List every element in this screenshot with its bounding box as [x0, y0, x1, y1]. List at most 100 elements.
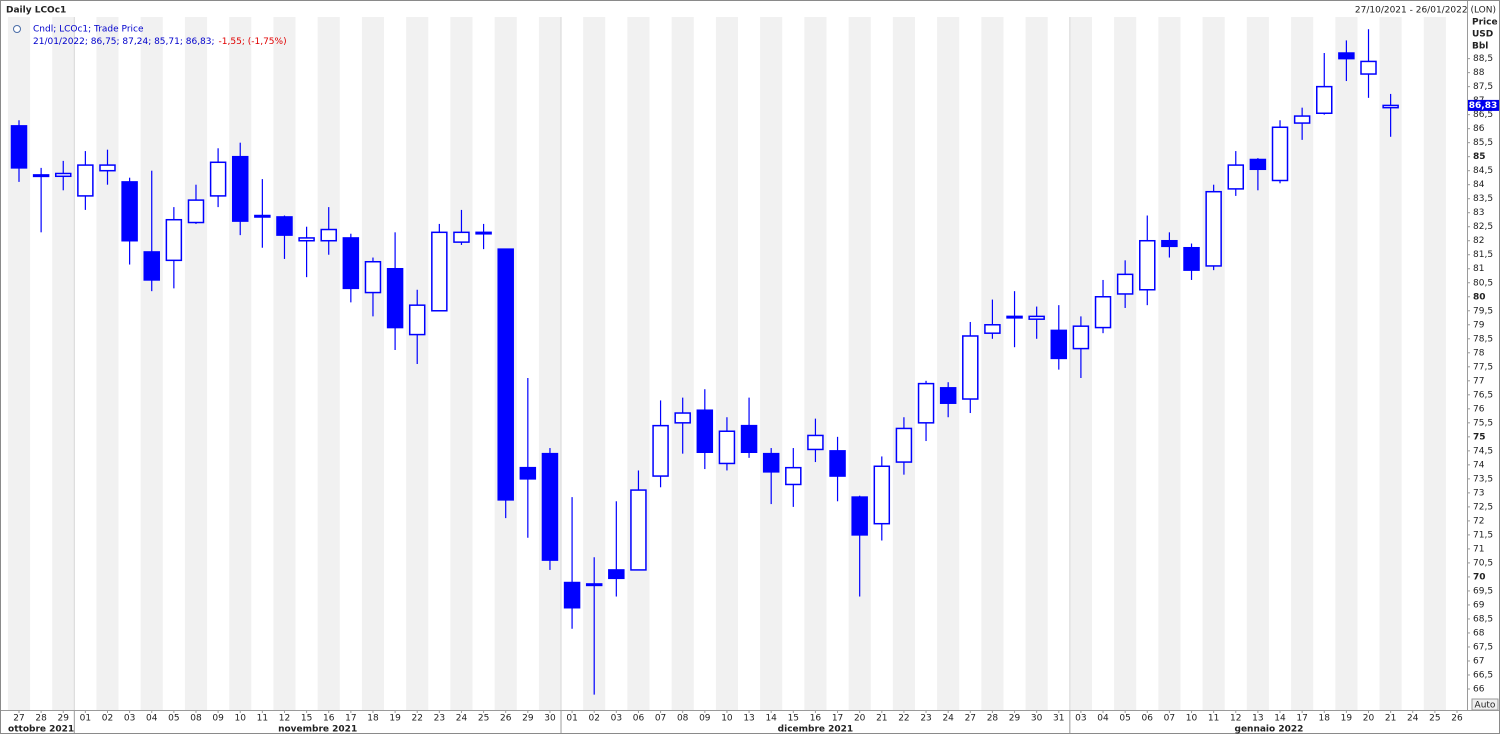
- y-tick-label: 83: [1473, 208, 1484, 218]
- candle-body: [585, 583, 603, 587]
- x-tick-label: 26: [500, 714, 512, 724]
- x-tick-label: 20: [1363, 714, 1375, 724]
- candle-body: [475, 231, 492, 235]
- candle-body: [829, 450, 846, 477]
- y-tick-label: 67: [1473, 656, 1484, 666]
- x-tick-label: 03: [611, 714, 622, 724]
- auto-button[interactable]: [1471, 698, 1499, 711]
- candle-body: [807, 434, 824, 451]
- candle-body: [276, 216, 293, 236]
- candle-body: [386, 267, 404, 329]
- candle-body: [762, 452, 780, 473]
- x-tick-label: 17: [345, 714, 356, 724]
- candle-body: [431, 231, 448, 312]
- x-tick-label: 03: [1075, 714, 1086, 724]
- y-axis-label: Price: [1472, 18, 1498, 28]
- y-tick-label: 84: [1473, 180, 1485, 190]
- candle-body: [740, 424, 758, 454]
- y-tick-label: 87,5: [1473, 82, 1493, 92]
- day-stripe: [1202, 1, 1225, 710]
- candle-body: [1161, 239, 1178, 248]
- x-tick-label: 10: [235, 714, 247, 724]
- candle-body: [1205, 190, 1222, 267]
- x-tick-label: 24: [942, 714, 954, 724]
- day-stripe: [760, 1, 783, 710]
- x-tick-label: 24: [1407, 714, 1419, 724]
- y-tick-label: 68,5: [1473, 614, 1493, 624]
- chart-title: Daily LCOc1: [6, 6, 66, 16]
- y-tick-label: 76: [1473, 404, 1485, 414]
- last-price-label: 86,83: [1469, 101, 1497, 111]
- day-stripe: [184, 1, 208, 710]
- x-tick-label: 15: [788, 714, 799, 724]
- y-tick-label: 77,5: [1473, 362, 1493, 372]
- x-tick-label: 21: [876, 714, 887, 724]
- y-tick-label: 75,5: [1473, 418, 1493, 428]
- y-tick-label: 67,5: [1473, 642, 1493, 652]
- x-tick-label: 05: [1119, 714, 1130, 724]
- day-stripe: [937, 1, 960, 710]
- x-tick-label: 10: [1186, 714, 1198, 724]
- candle-body: [497, 248, 514, 501]
- candle-body: [1139, 239, 1156, 291]
- candle-body: [1116, 273, 1134, 295]
- candle-body: [77, 164, 94, 197]
- candle-body: [1183, 246, 1200, 271]
- candle-body: [320, 228, 337, 242]
- candle-body: [298, 237, 315, 242]
- y-tick-label: 72,5: [1473, 502, 1493, 512]
- y-tick-label: 81: [1473, 264, 1484, 274]
- day-stripe: [1025, 1, 1048, 710]
- x-tick-label: 08: [190, 714, 202, 724]
- y-tick-label: 71,5: [1473, 530, 1493, 540]
- x-tick-label: 28: [35, 714, 47, 724]
- day-stripe: [804, 1, 827, 710]
- candle-body: [408, 304, 426, 336]
- candle-body: [1094, 296, 1112, 329]
- x-tick-label: 10: [721, 714, 733, 724]
- candle-body: [342, 237, 360, 290]
- x-tick-label: 13: [1252, 714, 1263, 724]
- y-tick-label: 85: [1473, 152, 1486, 162]
- candle-body: [143, 251, 160, 281]
- candle-body: [165, 218, 183, 262]
- x-tick-label: 29: [1009, 714, 1021, 724]
- day-stripe: [583, 1, 606, 710]
- x-tick-label: 31: [1053, 714, 1064, 724]
- candle-body: [674, 412, 691, 424]
- candle-body: [1316, 85, 1333, 115]
- x-tick-label: 01: [566, 714, 577, 724]
- candle-body: [231, 155, 249, 222]
- day-stripe: [627, 1, 650, 710]
- date-range: 27/10/2021 - 26/01/2022 (LON): [1355, 6, 1496, 16]
- day-stripe: [7, 1, 31, 710]
- day-stripe: [140, 1, 163, 710]
- candle-body: [630, 489, 647, 571]
- auto-button-label[interactable]: Auto: [1475, 701, 1496, 711]
- day-stripe: [96, 1, 119, 710]
- y-tick-label: 75: [1473, 432, 1486, 442]
- candle-body: [121, 181, 138, 242]
- day-stripe: [538, 1, 562, 710]
- x-tick-label: 16: [810, 714, 822, 724]
- candle-body: [453, 231, 470, 243]
- x-tick-label: 15: [301, 714, 312, 724]
- legend-icon[interactable]: [13, 25, 21, 33]
- candle-body: [917, 382, 935, 424]
- x-tick-label: 19: [389, 714, 401, 724]
- x-tick-label: 17: [832, 714, 843, 724]
- y-tick-label: 73: [1473, 488, 1484, 498]
- x-tick-label: 25: [1429, 714, 1440, 724]
- x-tick-label: 13: [743, 714, 754, 724]
- y-tick-label: 74: [1473, 460, 1485, 470]
- y-tick-label: 86: [1473, 124, 1485, 134]
- candle-body: [541, 452, 559, 561]
- x-tick-label: 28: [987, 714, 999, 724]
- x-tick-label: 05: [168, 714, 179, 724]
- month-label: dicembre 2021: [778, 725, 854, 734]
- day-stripe: [848, 1, 871, 710]
- candle-body: [1227, 164, 1245, 190]
- candle-body: [718, 430, 736, 465]
- x-tick-label: 04: [1097, 714, 1109, 724]
- y-tick-label: 74,5: [1473, 446, 1493, 456]
